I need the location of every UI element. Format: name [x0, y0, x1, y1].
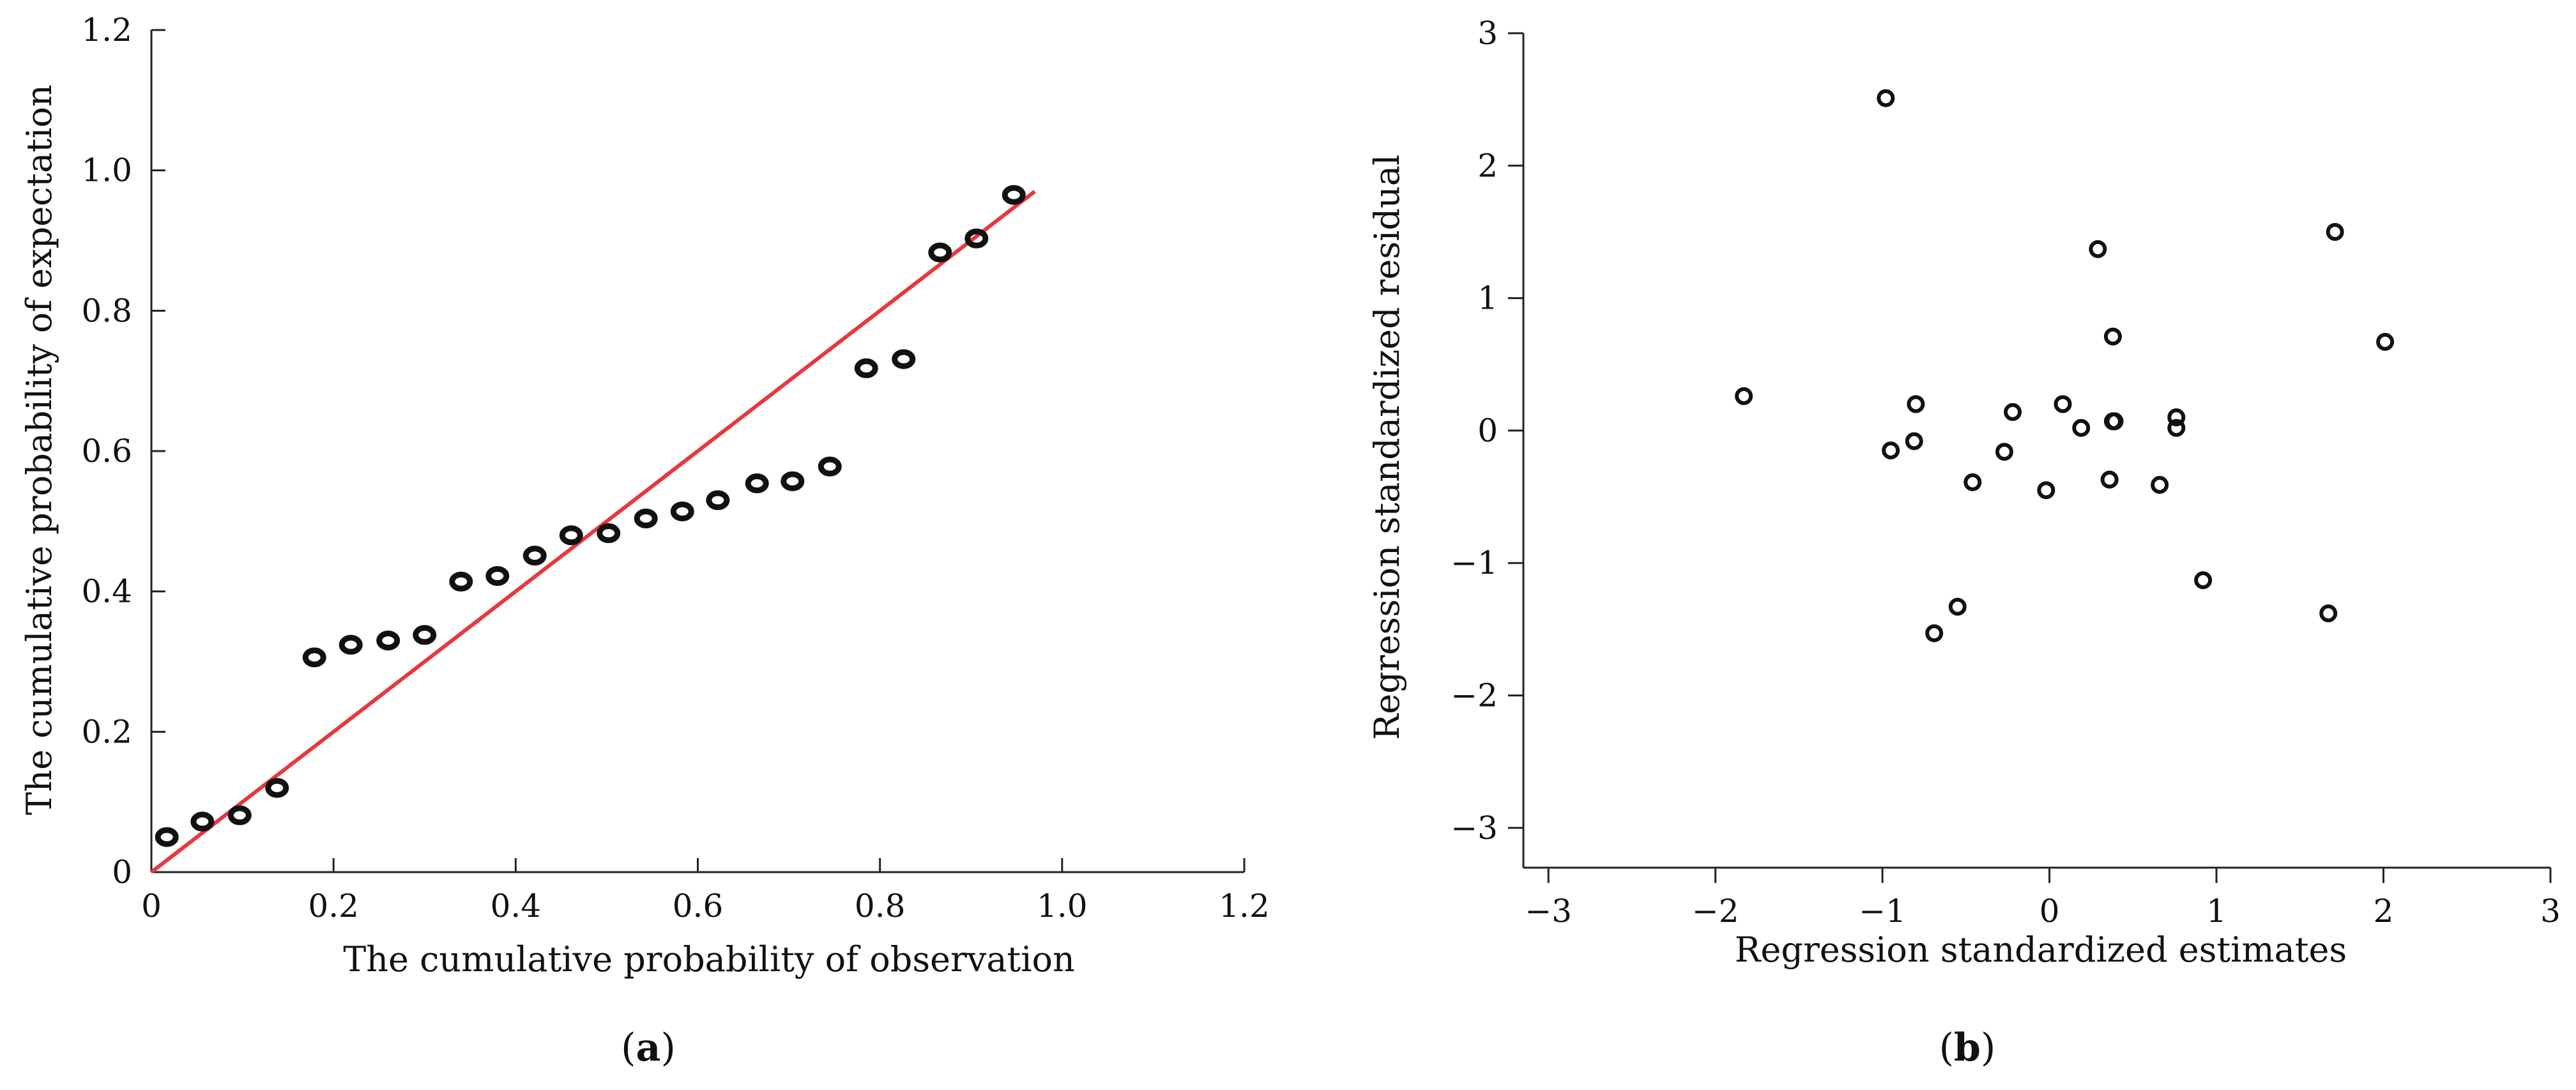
- chart-b-points: [1735, 89, 2395, 643]
- chart-b-caption: (b): [1939, 1025, 1996, 1070]
- chart-a-y-tick-label: 0.4: [81, 573, 132, 610]
- chart-a-caption: (a): [621, 1025, 676, 1070]
- chart-a-data-point: [634, 508, 658, 528]
- chart-a-y-tick-label: 1.0: [81, 152, 132, 189]
- chart-b-y-tick-label: 3: [1477, 15, 1498, 52]
- chart-b-data-point: [1907, 395, 1925, 413]
- chart-b-data-point: [1877, 89, 1895, 107]
- chart-a-data-point: [670, 501, 694, 521]
- chart-a-data-point: [781, 471, 805, 491]
- chart-a-y-tick-label: 0.8: [81, 292, 132, 329]
- chart-b-data-point: [1995, 443, 2014, 461]
- chart-a-data-point: [597, 523, 621, 544]
- chart-a-data-point: [854, 358, 878, 378]
- chart-b-data-point: [2326, 222, 2344, 241]
- chart-b-data-point: [1905, 432, 1923, 450]
- chart-b-data-point: [2151, 475, 2169, 494]
- chart-a-data-point: [265, 778, 289, 798]
- chart-a-data-point: [227, 805, 252, 825]
- chart-b-y-tick-label: 2: [1477, 147, 1498, 184]
- chart-b-y-tick-label: 0: [1477, 412, 1498, 449]
- chart-b-x-tick-label: 2: [2374, 893, 2394, 930]
- chart-a-data-point: [1002, 185, 1026, 205]
- chart-a-data-point: [745, 473, 769, 494]
- chart-a-y-tick-label: 0.6: [81, 433, 132, 470]
- chart-a-data-point: [559, 525, 583, 546]
- chart-b-x-tick-label: 1: [2206, 893, 2227, 930]
- chart-a: 0 0.2 0.4 0.6 0.8 1.0 1.2 00.20.40.60.81.01.2 …: [19, 12, 1270, 1070]
- chart-b-data-point: [1948, 597, 1967, 616]
- chart-b-x-tick-label: −1: [1859, 893, 1906, 930]
- chart-b-data-point: [2167, 418, 2186, 437]
- chart-b-x-tick-label: −3: [1525, 893, 1572, 930]
- chart-b-data-point: [2103, 412, 2122, 431]
- chart-a-data-point: [302, 647, 326, 668]
- chart-a-x-tick-label: 0.8: [855, 887, 906, 925]
- chart-b-y-tick-label: 1: [1477, 280, 1498, 317]
- chart-b-y-ticks: 3 2 1 0 −1 −2 −3: [1451, 15, 1523, 847]
- chart-a-data-point: [376, 631, 400, 651]
- chart-b-data-point: [2037, 481, 2055, 500]
- chart-a-x-tick-label: 0.2: [308, 887, 359, 925]
- chart-b-data-point: [2103, 327, 2122, 346]
- chart-b-data-point: [2054, 395, 2072, 413]
- chart-a-x-tick-label: 0.4: [491, 887, 542, 925]
- chart-b-y-tick-label: −3: [1451, 810, 1498, 847]
- chart-b: −3 −2 −1 0 1 2 3 3 2 1 0 −1 −2 −3 Regression standar…: [1367, 15, 2561, 1070]
- chart-a-y-tick-label: 1.2: [81, 12, 132, 49]
- chart-a-reference-line: [150, 190, 1036, 874]
- chart-b-x-ticks: −3 −2 −1 0 1 2 3: [1525, 868, 2561, 930]
- chart-a-x-tick-label: 0.6: [673, 887, 724, 925]
- chart-a-caption-letter: a: [636, 1025, 661, 1070]
- chart-b-x-tick-label: 0: [2039, 893, 2060, 930]
- chart-b-y-tick-label: −1: [1451, 544, 1498, 581]
- chart-a-y-ticks: 0 0.2 0.4 0.6 0.8 1.0 1.2: [81, 12, 165, 891]
- chart-b-data-point: [2376, 333, 2395, 351]
- chart-a-data-point: [485, 566, 510, 587]
- chart-b-caption-letter: b: [1954, 1025, 1981, 1070]
- chart-b-data-point: [2072, 418, 2091, 437]
- chart-a-data-point: [190, 811, 215, 832]
- chart-a-x-tick-label: 0: [141, 887, 162, 925]
- chart-b-data-point: [2089, 240, 2107, 258]
- chart-b-data-point: [1735, 387, 1753, 406]
- chart-a-x-tick-label: 1.0: [1037, 887, 1088, 925]
- chart-a-x-tick-label: 1.2: [1219, 887, 1270, 925]
- chart-b-x-tick-label: 3: [2540, 893, 2561, 930]
- chart-a-data-point: [706, 490, 730, 510]
- chart-a-points: [155, 185, 1026, 847]
- chart-a-y-tick-label: 0.2: [81, 713, 132, 750]
- chart-b-data-point: [1882, 441, 1900, 459]
- chart-b-data-point: [1925, 624, 1944, 643]
- chart-a-data-point: [155, 827, 179, 847]
- chart-b-y-axis-title: Regression standardized residual: [1367, 155, 1407, 741]
- chart-a-x-axis-title: The cumulative probability of observatio…: [343, 939, 1075, 979]
- chart-a-data-point: [818, 456, 842, 477]
- chart-a-data-point: [964, 228, 989, 249]
- chart-a-data-point: [892, 349, 916, 369]
- chart-b-data-point: [2194, 571, 2213, 590]
- chart-a-y-axis-title: The cumulative probability of expectatio…: [19, 84, 59, 815]
- chart-b-data-point: [2004, 403, 2022, 421]
- chart-b-y-tick-label: −2: [1451, 677, 1498, 714]
- chart-b-data-point: [1963, 473, 1982, 491]
- chart-b-data-point: [2100, 470, 2119, 489]
- chart-a-data-point: [449, 571, 473, 592]
- chart-a-data-point: [522, 546, 547, 566]
- chart-a-x-ticks: 0 0.2 0.4 0.6 0.8 1.0 1.2: [141, 858, 1270, 925]
- chart-a-data-point: [413, 625, 437, 645]
- chart-b-data-point: [2167, 408, 2186, 427]
- chart-a-data-point: [928, 242, 952, 263]
- chart-a-y-tick-label: 0: [112, 854, 132, 891]
- chart-b-x-axis-title: Regression standardized estimates: [1735, 930, 2347, 970]
- chart-a-data-point: [339, 634, 363, 655]
- chart-b-data-point: [2319, 604, 2338, 622]
- chart-b-x-tick-label: −2: [1692, 893, 1739, 930]
